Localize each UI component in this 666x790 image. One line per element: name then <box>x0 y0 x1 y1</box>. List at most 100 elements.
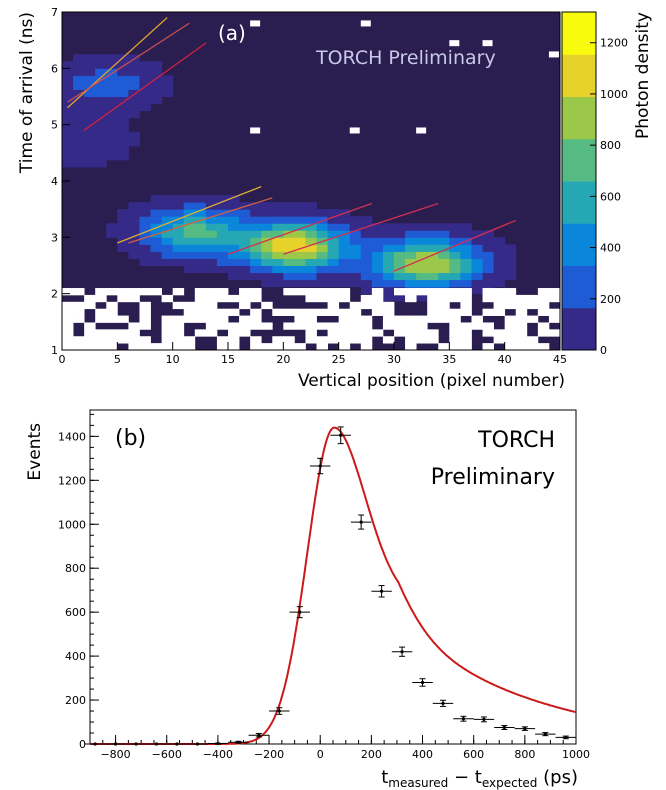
heatmap-cell <box>471 230 484 238</box>
heatmap-cell <box>250 265 262 274</box>
heatmap-cell <box>416 272 428 281</box>
heatmap-cell <box>294 251 306 259</box>
heatmap-cell <box>338 251 351 259</box>
heatmap-cell <box>161 230 174 238</box>
dead-pixel <box>172 322 185 330</box>
heatmap-cell <box>62 159 74 168</box>
heatmap-cell <box>128 110 140 119</box>
heatmap-cell <box>405 279 417 288</box>
dead-pixel <box>172 315 185 323</box>
heatmap-cell <box>150 96 163 105</box>
heatmap-cell <box>294 209 306 217</box>
dead-pixel <box>194 301 207 310</box>
heatmap-cell <box>250 258 262 266</box>
dead-pixel <box>371 301 384 310</box>
dead-pixel <box>183 301 196 310</box>
heatmap-cell <box>405 230 417 238</box>
dead-pixel <box>84 294 96 303</box>
dead-pixel <box>460 336 472 344</box>
dead-pixel <box>438 315 450 323</box>
heatmap-cell <box>161 216 174 224</box>
heatmap-cell <box>471 272 484 281</box>
heatmap-cell <box>205 195 218 203</box>
colorbar-tick-label: 1000 <box>600 88 628 101</box>
heatmap-cell <box>228 202 240 210</box>
heatmap-cell <box>172 202 185 210</box>
heatmap-cell <box>84 61 96 69</box>
dead-pixel <box>394 288 406 296</box>
dead-pixel <box>349 127 360 134</box>
pattern-line <box>67 22 190 103</box>
heatmap-cell <box>283 265 295 274</box>
heatmap-cell <box>349 223 362 231</box>
heatmap-cell <box>128 230 140 238</box>
heatmap-cell <box>73 96 85 105</box>
heatmap-cell <box>73 117 85 126</box>
dead-pixel <box>382 322 395 330</box>
heatmap-panel-label: (a) <box>218 21 246 45</box>
heatmap-cell <box>139 209 152 217</box>
heatmap-cell <box>316 244 329 252</box>
heatmap-cell <box>405 223 417 231</box>
histogram-panel-label: (b) <box>115 426 146 451</box>
heatmap-cell <box>283 209 295 217</box>
heatmap-cell <box>460 258 472 266</box>
heatmap-cell <box>239 209 251 217</box>
colorbar-cell <box>562 209 596 224</box>
dead-pixel <box>394 315 406 323</box>
dead-pixel <box>405 329 417 337</box>
heatmap-cell <box>228 272 240 281</box>
dead-pixel <box>73 343 85 351</box>
heatmap-cell <box>73 54 85 62</box>
heatmap-cell <box>239 230 251 238</box>
data-point <box>105 742 126 746</box>
heatmap-cell <box>95 138 107 147</box>
heatmap-cell <box>272 216 284 224</box>
x-tick-label: 1000 <box>562 748 590 761</box>
dead-pixel <box>515 329 528 337</box>
colorbar-frame <box>561 11 597 351</box>
dead-pixel <box>438 308 450 316</box>
heatmap-cell <box>205 230 218 238</box>
heatmap-cell <box>62 61 74 69</box>
colorbar-cell <box>562 96 596 112</box>
dead-pixel <box>382 301 395 310</box>
dead-pixel <box>62 308 74 316</box>
dead-pixel <box>216 322 229 330</box>
heatmap-cell <box>73 110 85 119</box>
x-tick-label: 10 <box>166 353 180 366</box>
heatmap-cell <box>416 293 428 302</box>
heatmap-cell <box>139 258 152 266</box>
heatmap-y-axis-label: Time of arrival (ns) <box>17 12 37 174</box>
dead-pixel <box>316 294 328 303</box>
dead-pixel <box>228 294 240 303</box>
heatmap-cell <box>283 230 295 238</box>
dead-pixel <box>84 343 96 351</box>
heatmap-cell <box>73 103 85 112</box>
dead-pixel <box>106 301 118 310</box>
colorbar-cell <box>562 152 596 168</box>
heatmap-cell <box>128 96 140 105</box>
dead-pixel <box>460 301 472 310</box>
dead-pixel <box>305 322 317 330</box>
dead-pixel <box>482 343 494 351</box>
heatmap-cell <box>106 138 118 147</box>
data-point <box>187 742 208 746</box>
dead-pixel <box>106 336 118 344</box>
heatmap-cell <box>205 209 218 217</box>
heatmap-cell <box>504 272 517 281</box>
heatmap-cell <box>305 279 318 288</box>
heatmap-cell <box>73 82 85 90</box>
histogram-watermark-line2: Preliminary <box>431 465 555 490</box>
heatmap-cell <box>172 216 185 224</box>
heatmap-cell <box>371 265 384 274</box>
dead-pixel <box>316 308 328 316</box>
dead-pixel <box>537 294 550 303</box>
heatmap-cell <box>117 131 129 140</box>
heatmap-cell <box>128 251 140 259</box>
heatmap-cell <box>239 237 251 245</box>
heatmap-cell <box>250 209 262 217</box>
heatmap-cell <box>205 258 218 266</box>
heatmap-cell <box>106 103 118 112</box>
heatmap-cell <box>106 82 118 90</box>
